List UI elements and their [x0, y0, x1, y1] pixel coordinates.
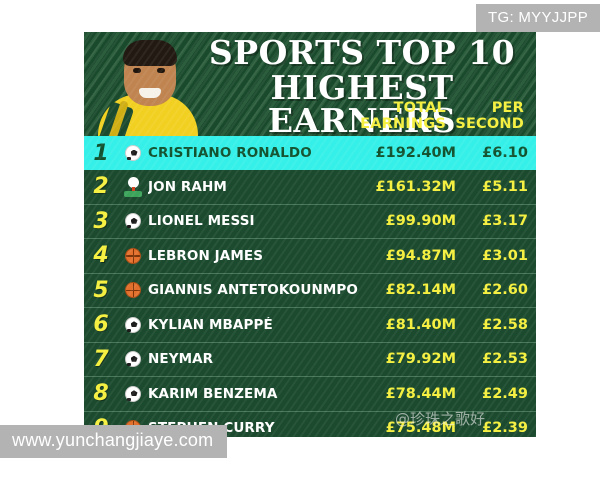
title-block: SPORTS TOP 10 HIGHEST EARNERS — [194, 36, 530, 137]
row-total-earnings: £161.32M — [375, 178, 456, 195]
row-per-second: £2.49 — [482, 385, 528, 402]
row-total-earnings: £75.48M — [385, 420, 456, 437]
row-total-earnings: £78.44M — [385, 385, 456, 402]
table-row: 4 LEBRON JAMES £94.87M £3.01 — [84, 239, 536, 274]
row-rank: 3 — [93, 208, 109, 234]
row-per-second: £6.10 — [482, 145, 528, 161]
table-row: 8 KARIM BENZEMA £78.44M £2.49 — [84, 377, 536, 412]
website-url-banner: www.yunchangjiaye.com — [0, 425, 228, 458]
row-rank: 8 — [93, 381, 109, 407]
title-line-2: HIGHEST EARNERS — [267, 68, 457, 140]
ranking-list: 1 CRISTIANO RONALDO £192.40M £6.10 2 JON… — [84, 136, 536, 437]
row-rank: 1 — [93, 140, 109, 166]
row-per-second: £2.39 — [482, 420, 528, 437]
row-per-second: £2.58 — [482, 316, 528, 333]
row-total-earnings: £94.87M — [385, 247, 456, 264]
soccer-ball-icon — [118, 145, 148, 161]
infographic-panel: SPORTS TOP 10 HIGHEST EARNERS TOTAL EARN… — [84, 32, 536, 437]
row-total-earnings: £99.90M — [385, 213, 456, 230]
column-header-total-earnings: TOTAL EARNINGS — [360, 100, 446, 132]
table-row: 2 JON RAHM £161.32M £5.11 — [84, 170, 536, 205]
row-rank: 5 — [93, 277, 109, 303]
infographic-header: SPORTS TOP 10 HIGHEST EARNERS TOTAL EARN… — [84, 32, 536, 137]
table-row: 3 LIONEL MESSI £99.90M £3.17 — [84, 205, 536, 239]
row-athlete-name: KARIM BENZEMA — [148, 385, 278, 402]
row-total-earnings: £192.40M — [375, 145, 456, 161]
row-per-second: £5.11 — [482, 178, 528, 195]
golf-ball-icon — [118, 176, 148, 197]
soccer-ball-icon — [118, 385, 148, 402]
row-per-second: £2.53 — [482, 351, 528, 368]
row-rank: 6 — [93, 312, 109, 338]
table-row: 6 KYLIAN MBAPPÉ £81.40M £2.58 — [84, 308, 536, 343]
row-athlete-name: GIANNIS ANTETOKOUNMPO — [148, 282, 358, 299]
portrait-mouth — [139, 88, 161, 98]
soccer-ball-icon — [118, 316, 148, 333]
table-row: 1 CRISTIANO RONALDO £192.40M £6.10 — [84, 136, 536, 170]
row-total-earnings: £79.92M — [385, 351, 456, 368]
portrait-hair — [123, 40, 177, 66]
row-athlete-name: JON RAHM — [148, 178, 227, 195]
basketball-icon — [118, 282, 148, 299]
table-row: 5 GIANNIS ANTETOKOUNMPO £82.14M £2.60 — [84, 274, 536, 308]
row-athlete-name: NEYMAR — [148, 351, 214, 368]
row-total-earnings: £82.14M — [385, 282, 456, 299]
basketball-icon — [118, 247, 148, 264]
row-athlete-name: LEBRON JAMES — [148, 247, 264, 264]
telegram-handle-badge: TG: MYYJJPP — [476, 4, 600, 32]
ronaldo-portrait — [92, 32, 202, 136]
row-rank: 7 — [93, 346, 109, 372]
row-per-second: £2.60 — [482, 282, 528, 299]
row-athlete-name: KYLIAN MBAPPÉ — [148, 316, 273, 333]
portrait-eye-left — [133, 68, 141, 73]
portrait-eye-right — [157, 68, 165, 73]
column-headers: TOTAL EARNINGS PER SECOND — [350, 100, 532, 132]
row-per-second: £3.01 — [482, 247, 528, 264]
row-athlete-name: LIONEL MESSI — [148, 213, 255, 230]
column-header-per-second: PER SECOND — [455, 100, 524, 132]
soccer-ball-icon — [118, 213, 148, 230]
soccer-ball-icon — [118, 351, 148, 368]
table-row: 7 NEYMAR £79.92M £2.53 — [84, 343, 536, 377]
row-athlete-name: CRISTIANO RONALDO — [148, 145, 312, 161]
row-per-second: £3.17 — [482, 213, 528, 230]
row-rank: 2 — [93, 174, 109, 200]
title-line-1: SPORTS TOP 10 — [208, 33, 516, 72]
row-rank: 4 — [93, 243, 109, 269]
row-total-earnings: £81.40M — [385, 316, 456, 333]
